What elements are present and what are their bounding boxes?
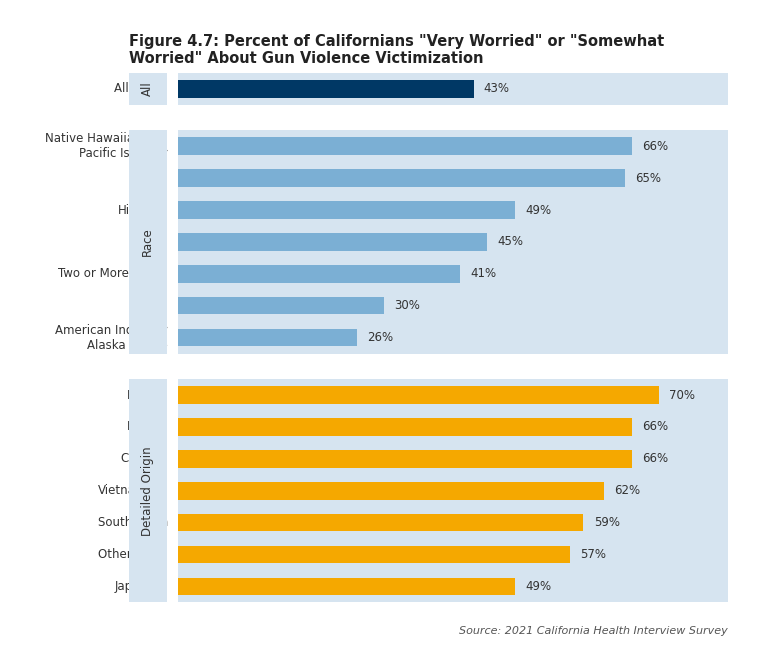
Text: Filipino: Filipino xyxy=(127,420,168,434)
Bar xyxy=(178,130,728,354)
Bar xyxy=(178,201,515,218)
Text: 66%: 66% xyxy=(642,452,668,465)
Bar xyxy=(178,450,631,467)
Text: 49%: 49% xyxy=(525,203,551,216)
Bar xyxy=(178,482,604,500)
Text: 59%: 59% xyxy=(594,516,620,529)
Text: 66%: 66% xyxy=(642,140,668,153)
Text: 62%: 62% xyxy=(614,485,641,497)
Bar xyxy=(178,379,728,602)
Bar xyxy=(178,386,659,404)
Text: Chinese: Chinese xyxy=(121,452,168,465)
Bar xyxy=(129,379,167,602)
Text: 70%: 70% xyxy=(669,389,695,402)
Text: Vietnamese: Vietnamese xyxy=(98,485,168,497)
Bar xyxy=(178,138,631,155)
Bar xyxy=(129,130,167,354)
Text: All Races: All Races xyxy=(114,82,168,95)
Text: 26%: 26% xyxy=(367,331,393,344)
Text: Japanese: Japanese xyxy=(114,580,168,593)
Text: 41%: 41% xyxy=(470,267,496,280)
Bar xyxy=(178,545,570,563)
Text: Asian: Asian xyxy=(136,171,168,185)
Text: American Indian or
Alaska Native: American Indian or Alaska Native xyxy=(55,324,168,352)
Text: Source: 2021 California Health Interview Survey: Source: 2021 California Health Interview… xyxy=(459,626,728,636)
Bar xyxy=(178,514,584,532)
Text: 65%: 65% xyxy=(635,171,661,185)
Text: 66%: 66% xyxy=(642,420,668,434)
Text: 57%: 57% xyxy=(580,548,606,561)
Text: Other Asian: Other Asian xyxy=(98,548,168,561)
Text: White: White xyxy=(133,299,168,312)
Text: Figure 4.7: Percent of Californians "Very Worried" or "Somewhat
Worried" About G: Figure 4.7: Percent of Californians "Ver… xyxy=(129,34,664,66)
Text: 30%: 30% xyxy=(394,299,421,312)
Text: 43%: 43% xyxy=(484,82,510,95)
Text: Korean: Korean xyxy=(127,389,168,402)
Bar xyxy=(178,578,515,595)
Bar xyxy=(178,233,487,251)
Bar xyxy=(178,297,384,314)
Text: Detailed Origin: Detailed Origin xyxy=(141,446,155,536)
Bar xyxy=(129,73,167,105)
Bar xyxy=(178,169,625,187)
Bar xyxy=(178,418,631,436)
Bar xyxy=(178,265,460,283)
Text: 45%: 45% xyxy=(497,236,524,248)
Text: Black: Black xyxy=(136,236,168,248)
Text: Race: Race xyxy=(141,228,155,256)
Text: South Asian: South Asian xyxy=(98,516,168,529)
Text: All: All xyxy=(141,81,155,96)
Bar xyxy=(178,329,357,346)
Text: Two or More Races: Two or More Races xyxy=(58,267,168,280)
Text: 49%: 49% xyxy=(525,580,551,593)
Text: Native Hawaiian and
Pacific Islander: Native Hawaiian and Pacific Islander xyxy=(45,132,168,160)
Bar xyxy=(178,73,728,105)
Text: Hispanic: Hispanic xyxy=(117,203,168,216)
Bar xyxy=(178,80,474,97)
